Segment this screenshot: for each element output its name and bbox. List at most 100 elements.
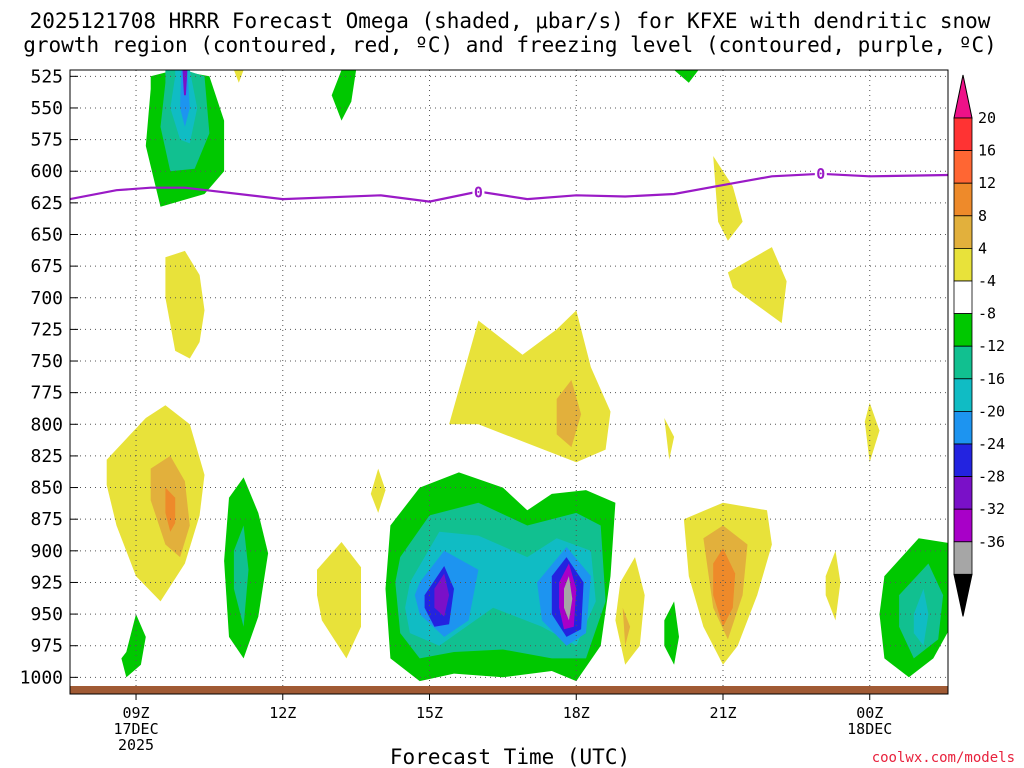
omega-region-37 (713, 548, 736, 627)
colorbar-bin-6 (953, 313, 973, 347)
source-credit: coolwx.com/models (872, 750, 1015, 766)
chart-title-line1: 2025121708 HRRR Forecast Omega (shaded, … (30, 9, 991, 33)
colorbar-label-6: -8 (978, 305, 996, 323)
y-tick-label-600: 600 (30, 161, 63, 182)
colorbar-bin-11 (953, 476, 973, 510)
colorbar-bottom-triangle (953, 573, 973, 617)
x-tick-label-16-0: 00Z (856, 704, 883, 722)
y-tick-label-675: 675 (30, 256, 63, 277)
omega-region-32 (615, 557, 645, 665)
ground-strip (70, 686, 948, 694)
colorbar-label-12: -32 (978, 500, 1005, 518)
y-tick-label-525: 525 (30, 66, 63, 87)
freezing-level-label-1: 0 (816, 165, 825, 183)
omega-region-34 (664, 601, 679, 665)
omega-region-39 (121, 614, 146, 678)
omega-region-9 (165, 250, 205, 359)
y-tick-label-775: 775 (30, 383, 63, 404)
omega-region-11 (449, 310, 611, 463)
colorbar-bin-12 (953, 508, 973, 543)
omega-region-4 (182, 70, 188, 96)
y-tick-label-700: 700 (30, 288, 63, 309)
colorbar-label-1: 16 (978, 142, 996, 160)
colorbar-bin-13 (953, 541, 973, 575)
colorbar-bin-5 (953, 280, 973, 314)
omega-region-12 (556, 380, 582, 448)
colorbar-bin-2 (953, 182, 973, 217)
colorbar-label-10: -24 (978, 435, 1005, 453)
colorbar-bin-8 (953, 378, 973, 412)
x-tick-label-13-0: 21Z (709, 704, 736, 722)
colorbar-top-triangle (953, 74, 973, 119)
colorbar-bin-10 (953, 443, 973, 477)
omega-region-29 (434, 573, 450, 617)
omega-shaded-regions (106, 70, 948, 682)
freezing-label-bg-1 (814, 165, 827, 180)
omega-region-3 (180, 70, 190, 127)
freezing-level-line (70, 172, 948, 203)
colorbar-bin-3 (953, 215, 973, 249)
omega-region-13 (664, 418, 675, 460)
y-tick-label-625: 625 (30, 193, 63, 214)
colorbar-label-3: 8 (978, 207, 987, 225)
colorbar-bin-9 (953, 410, 973, 445)
y-tick-label-950: 950 (30, 604, 63, 625)
colorbar-label-4: 4 (978, 239, 987, 257)
omega-region-7 (674, 70, 699, 83)
y-tick-label-800: 800 (30, 414, 63, 435)
colorbar-label-0: 20 (978, 109, 996, 127)
x-tick-label-7-0: 15Z (416, 704, 443, 722)
y-tick-label-725: 725 (30, 319, 63, 340)
chart-title-line2: growth region (contoured, red, ºC) and f… (23, 33, 997, 57)
omega-region-18 (370, 468, 386, 513)
omega-region-14 (864, 402, 880, 463)
y-tick-label-900: 900 (30, 541, 63, 562)
omega-region-31 (564, 576, 573, 621)
y-tick-label-975: 975 (30, 636, 63, 657)
omega-region-20 (233, 525, 249, 627)
colorbar-label-5: -4 (978, 272, 996, 290)
x-axis-label: Forecast Time (UTC) (390, 745, 630, 768)
grid-lines (70, 70, 948, 690)
colorbar-label-11: -28 (978, 468, 1005, 486)
y-tick-label-650: 650 (30, 224, 63, 245)
y-tick-label-925: 925 (30, 572, 63, 593)
x-tick-label-1-2: 2025 (118, 736, 154, 754)
x-tick-label-1-1: 17DEC (113, 720, 158, 738)
y-axis: 525 550 575 600 625 650 675 700 725 750 775 800 825 8… (20, 66, 78, 688)
x-tick-label-4-0: 12Z (269, 704, 296, 722)
omega-region-33 (622, 607, 631, 646)
x-tick-label-10-0: 18Z (563, 704, 590, 722)
colorbar-label-8: -16 (978, 370, 1005, 388)
colorbar-label-13: -36 (978, 533, 1005, 551)
colorbar-label-2: 12 (978, 174, 996, 192)
omega-region-38 (825, 550, 841, 621)
plot-frame (69, 69, 949, 695)
y-tick-label-550: 550 (30, 98, 63, 119)
y-tick-label-850: 850 (30, 478, 63, 499)
freezing-label-bg-0 (472, 184, 485, 199)
x-tick-label-1-0: 09Z (122, 704, 149, 722)
y-tick-label-575: 575 (30, 130, 63, 151)
y-tick-label-750: 750 (30, 351, 63, 372)
omega-region-8 (713, 156, 743, 241)
omega-region-42 (913, 588, 929, 646)
colorbar-bin-1 (953, 150, 973, 184)
colorbar-bin-7 (953, 345, 973, 380)
y-tick-label-825: 825 (30, 446, 63, 467)
freezing-level-label-0: 0 (474, 184, 483, 202)
y-tick-label-1000: 1000 (20, 667, 63, 688)
omega-region-5 (233, 70, 244, 83)
colorbar: 20 16 12 8 4 -4 -8 -12 -16 -20 -24 -28 -32 -36 (953, 74, 1005, 617)
freezing-level-contour: 00 (70, 165, 948, 203)
x-tick-label-16-1: 18DEC (847, 720, 892, 738)
omega-region-21 (317, 542, 361, 659)
colorbar-label-7: -12 (978, 337, 1005, 355)
y-tick-label-875: 875 (30, 509, 63, 530)
colorbar-bin-4 (953, 247, 973, 282)
omega-region-10 (727, 247, 787, 324)
colorbar-label-9: -20 (978, 402, 1005, 420)
colorbar-bin-0 (953, 117, 973, 151)
